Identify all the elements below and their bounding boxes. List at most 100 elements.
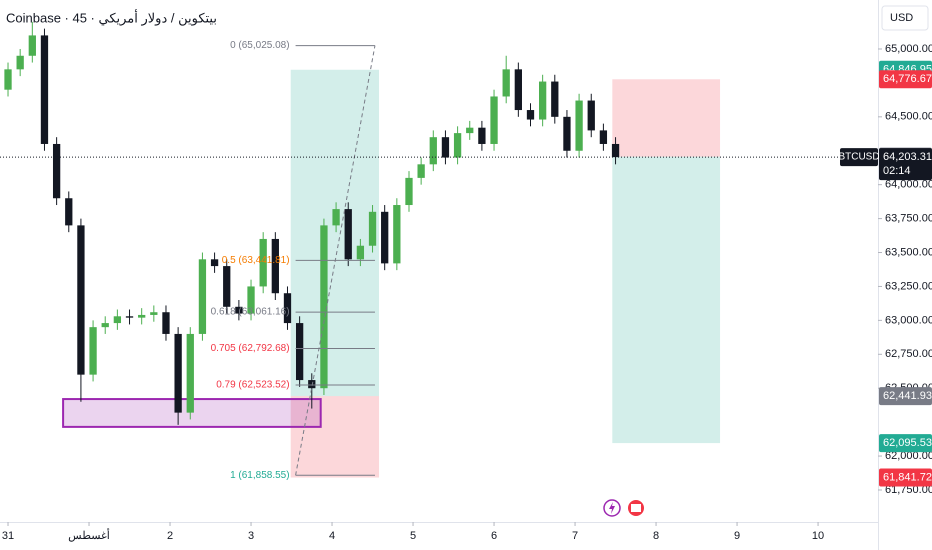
fib-label: 1 (61,858.55)	[230, 470, 290, 481]
candle-body	[174, 333, 182, 413]
candle-body	[453, 133, 462, 158]
loss-zone	[290, 396, 380, 478]
x-tick-label: 4	[329, 530, 335, 542]
symbol-label: BTCUSD	[838, 152, 879, 163]
candle-body	[223, 266, 231, 307]
x-tick-label: 31	[2, 530, 14, 542]
candle-body	[125, 316, 134, 318]
profit-zone	[290, 69, 380, 397]
candle-body	[198, 259, 207, 334]
candle-body	[101, 323, 109, 328]
x-tick-label: 3	[248, 530, 254, 542]
x-tick-label: 8	[653, 530, 659, 542]
y-tick-label: 65,000.00	[885, 43, 932, 55]
candle-body	[393, 205, 401, 264]
candle-body	[295, 323, 304, 381]
candle-body	[466, 127, 474, 134]
x-tick-label: 5	[410, 530, 416, 542]
candle-body	[210, 259, 219, 267]
y-tick-label: 61,750.00	[885, 484, 932, 496]
candle-body	[368, 211, 377, 246]
stop-price-label: 64,776.67	[883, 73, 932, 85]
candle-body	[356, 245, 365, 260]
last-price-box	[879, 148, 932, 181]
fib-label: 0.5 (63,441.81)	[222, 255, 290, 266]
candle-body	[514, 69, 522, 111]
candle-body	[417, 164, 425, 178]
candle-body	[186, 333, 194, 413]
candle-body	[320, 225, 328, 389]
stop-price-box	[879, 468, 932, 487]
candle-body	[587, 100, 595, 131]
candle-body	[16, 55, 24, 70]
flag-glyph	[631, 504, 641, 512]
candles-layer	[4, 21, 620, 425]
candle-body	[113, 316, 122, 324]
candle-body	[77, 225, 85, 375]
entry-price-label: 62,441.93	[883, 390, 932, 402]
candle-body	[502, 69, 510, 97]
x-tick-label: 9	[734, 530, 740, 542]
candle-body	[405, 177, 413, 206]
candle-body	[563, 116, 571, 151]
fib-label: 0.705 (62,792.68)	[211, 343, 290, 354]
candle-body	[490, 96, 498, 144]
candle-body	[599, 130, 608, 144]
y-tick-label: 64,000.00	[885, 179, 932, 191]
candle-body	[150, 312, 158, 315]
x-tick-label: 2	[167, 530, 173, 542]
candle-body	[332, 209, 340, 226]
candle-body	[65, 198, 73, 226]
target-price-label: 62,095.53	[883, 437, 932, 449]
candle-body	[247, 286, 255, 314]
candle-body	[4, 69, 12, 90]
profit-zone	[612, 156, 721, 444]
fib-label: 0.618 (63,061.16)	[211, 307, 290, 318]
candle-body	[259, 238, 267, 287]
lightning-glyph	[609, 502, 615, 514]
candle-body	[52, 143, 61, 199]
candle-body	[611, 143, 620, 158]
stop-price-label: 61,841.72	[883, 471, 932, 483]
candle-body	[575, 100, 583, 151]
candle-body	[235, 306, 243, 314]
entry-price-box	[879, 387, 932, 406]
candle-body	[283, 293, 292, 324]
x-tick-label: أغسطس	[68, 528, 110, 542]
candle-body	[89, 327, 97, 375]
candle-body	[28, 35, 36, 56]
fib-label: 0.79 (62,523.52)	[216, 380, 289, 391]
axis-layer: 61,750.0062,000.0062,500.0062,750.0063,0…	[2, 43, 932, 542]
fib-trend	[295, 45, 376, 476]
candle-body	[381, 211, 389, 264]
y-tick-label: 62,000.00	[885, 450, 932, 462]
y-tick-label: 63,750.00	[885, 213, 932, 225]
x-tick-label: 6	[491, 530, 497, 542]
chart-title: Coinbase · 45 · بيتكوين / دولار أمريكي	[6, 9, 217, 26]
candle-body	[441, 137, 450, 158]
y-tick-label: 63,000.00	[885, 314, 932, 326]
candle-body	[271, 238, 279, 294]
y-tick-label: 62,750.00	[885, 348, 932, 360]
stop-price-box	[879, 70, 932, 89]
last-price-label: 64,203.31	[883, 151, 932, 163]
candle-body	[138, 314, 146, 318]
candle-body	[551, 81, 559, 117]
y-tick-label: 64,500.00	[885, 111, 932, 123]
x-tick-label: 10	[812, 530, 824, 542]
candle-body	[162, 312, 170, 334]
fib-label: 0 (65,025.08)	[230, 40, 290, 51]
candle-body	[429, 137, 437, 165]
back-layer	[62, 69, 721, 478]
candle-body	[538, 81, 547, 120]
countdown-label: 02:14	[883, 165, 911, 177]
x-tick-label: 7	[572, 530, 578, 542]
candle-body	[478, 127, 486, 144]
target-price-box	[879, 434, 932, 453]
currency-box[interactable]	[881, 5, 929, 31]
front-layer: 0 (65,025.08) 0.5 (63,441.81) 0.618 (63,06…	[0, 40, 878, 481]
toolbar-icons	[603, 499, 644, 517]
